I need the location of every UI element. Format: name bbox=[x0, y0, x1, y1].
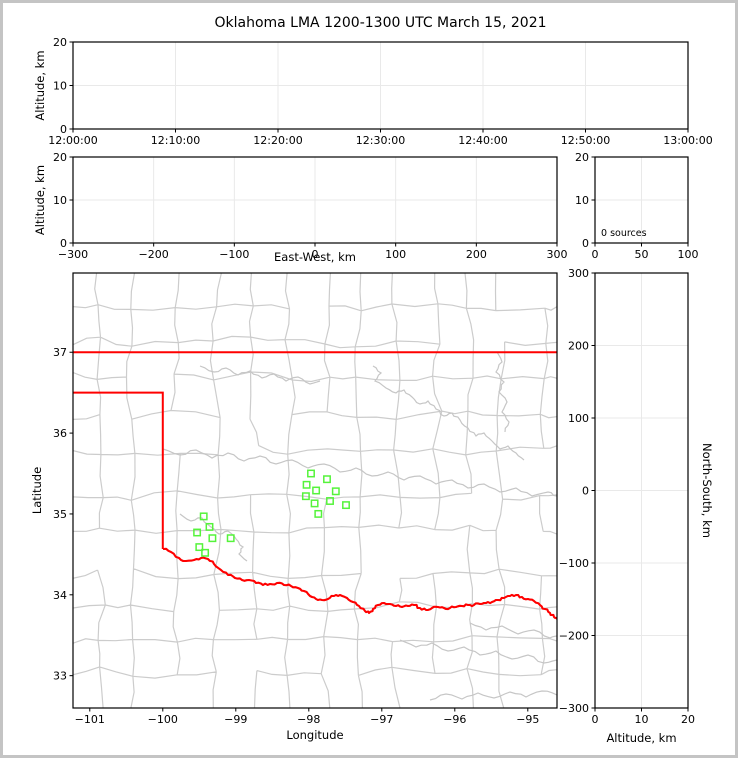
axes-frame bbox=[72, 272, 558, 709]
station-marker bbox=[193, 528, 202, 537]
tick-label: 12:20:00 bbox=[253, 134, 302, 147]
station-marker bbox=[302, 480, 311, 489]
station-markers bbox=[193, 469, 350, 557]
tick-label: 33 bbox=[53, 670, 67, 683]
tick-label: 0 bbox=[312, 248, 319, 261]
tick-label: −95 bbox=[516, 713, 539, 726]
tick-label: 12:50:00 bbox=[561, 134, 610, 147]
tick-label: −100 bbox=[559, 557, 589, 570]
county-lines bbox=[73, 273, 557, 708]
tick-label: −97 bbox=[370, 713, 393, 726]
station-marker bbox=[307, 469, 315, 478]
tick-label: 0 bbox=[582, 485, 589, 498]
tick-label: 37 bbox=[53, 346, 67, 359]
tick-label: 100 bbox=[678, 248, 699, 261]
tick-label: 0 bbox=[60, 237, 67, 250]
station-marker bbox=[312, 486, 321, 495]
tick-label: 0 bbox=[592, 713, 599, 726]
tick-label: 12:40:00 bbox=[458, 134, 507, 147]
tick-label: 100 bbox=[385, 248, 406, 261]
tick-label: −100 bbox=[219, 248, 249, 261]
panel-sources: 0 50 100 0 10 20 0 sources bbox=[575, 151, 699, 261]
tick-label: 10 bbox=[575, 194, 589, 207]
tick-label: 0 bbox=[582, 237, 589, 250]
station-marker bbox=[331, 487, 340, 496]
station-marker bbox=[314, 509, 323, 518]
tick-label: 34 bbox=[53, 589, 67, 602]
axis-label: Altitude, km bbox=[606, 731, 676, 745]
plot-canvas: 12:00:00 12:10:00 12:20:00 12:30:00 12:40:00… bbox=[30, 36, 714, 745]
tick-label: −300 bbox=[559, 702, 589, 715]
station-marker bbox=[208, 534, 217, 543]
axis-label: Altitude, km bbox=[33, 50, 47, 120]
tick-label: 35 bbox=[53, 508, 67, 521]
tick-label: 200 bbox=[466, 248, 487, 261]
station-marker bbox=[326, 497, 334, 505]
tick-label: −96 bbox=[443, 713, 466, 726]
state-border-panhandle bbox=[73, 391, 164, 549]
tick-label: −200 bbox=[139, 248, 169, 261]
river-lines bbox=[162, 351, 557, 701]
tick-label: −99 bbox=[224, 713, 247, 726]
panel-map: −101 −100 −99 −98 −97 −96 −95 33 34 35 36 37 Latitud… bbox=[30, 272, 558, 742]
station-marker bbox=[310, 499, 319, 508]
state-border-red-river bbox=[162, 547, 557, 620]
figure-title: Oklahoma LMA 1200-1300 UTC March 15, 202… bbox=[214, 15, 547, 31]
panel-ew-height: −300 −200 −100 0 100 200 300 0 10 20 Altitude, km E… bbox=[33, 151, 568, 264]
tick-label: 20 bbox=[681, 713, 695, 726]
tick-label: 300 bbox=[547, 248, 568, 261]
tick-label: −300 bbox=[58, 248, 88, 261]
tick-label: −98 bbox=[297, 713, 320, 726]
tick-label: 50 bbox=[635, 248, 649, 261]
tick-label: 20 bbox=[53, 151, 67, 164]
panel-time-height: 12:00:00 12:10:00 12:20:00 12:30:00 12:40:00… bbox=[33, 36, 713, 147]
tick-label: 200 bbox=[568, 340, 589, 353]
tick-label: 20 bbox=[53, 36, 67, 49]
tick-label: 0 bbox=[592, 248, 599, 261]
tick-label: 0 bbox=[60, 123, 67, 136]
sources-annotation: 0 sources bbox=[601, 228, 647, 239]
station-marker bbox=[195, 543, 204, 552]
tick-label: −200 bbox=[559, 630, 589, 643]
station-marker bbox=[205, 522, 214, 531]
station-marker bbox=[323, 475, 331, 484]
axis-label: Latitude bbox=[30, 467, 44, 514]
tick-label: 13:00:00 bbox=[663, 134, 712, 147]
tick-label: 10 bbox=[635, 713, 649, 726]
tick-label: 10 bbox=[53, 80, 67, 93]
map-content bbox=[73, 273, 557, 708]
tick-label: 12:30:00 bbox=[356, 134, 405, 147]
axis-label: Altitude, km bbox=[33, 165, 47, 235]
axis-label: East-West, km bbox=[274, 250, 356, 264]
tick-label: 12:00:00 bbox=[48, 134, 97, 147]
station-marker bbox=[226, 534, 235, 543]
tick-label: 10 bbox=[53, 194, 67, 207]
station-marker bbox=[301, 492, 310, 501]
station-marker bbox=[201, 548, 210, 557]
axis-label: North-South, km bbox=[700, 443, 714, 538]
tick-label: −101 bbox=[75, 713, 105, 726]
axis-label: Longitude bbox=[286, 728, 343, 742]
station-marker bbox=[342, 501, 350, 510]
tick-label: 20 bbox=[575, 151, 589, 164]
tick-label: 36 bbox=[53, 427, 67, 440]
tick-label: 12:10:00 bbox=[151, 134, 200, 147]
tick-label: 300 bbox=[568, 267, 589, 280]
panel-ns-height: 0 10 20 300 200 100 0 −100 −200 −300 Altitude, km N… bbox=[559, 267, 714, 745]
tick-label: 100 bbox=[568, 412, 589, 425]
tick-label: −100 bbox=[148, 713, 178, 726]
station-marker bbox=[199, 512, 208, 521]
